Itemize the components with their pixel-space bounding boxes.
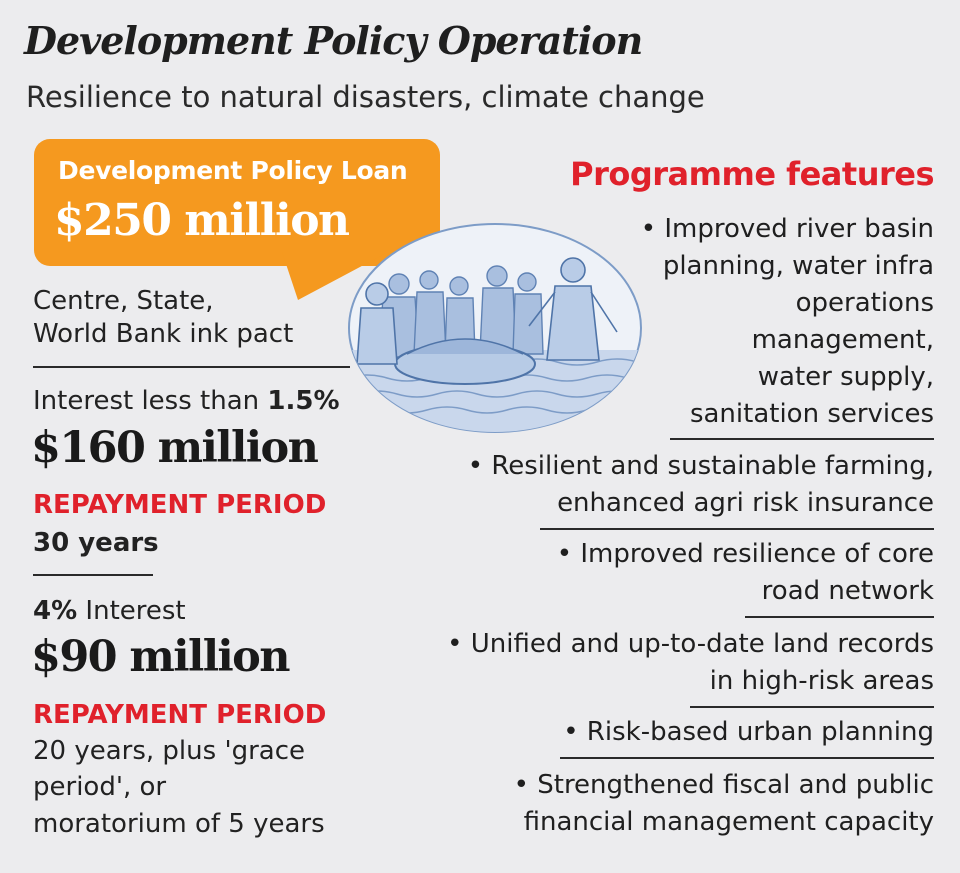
feature-line: sanitation services [689, 399, 934, 429]
feature-divider [745, 616, 934, 618]
feature-line: road network [761, 576, 934, 606]
tranche1-interest-rate: 1.5% [267, 386, 340, 416]
pact-text-line1: Centre, State, [33, 286, 214, 316]
pact-text-line2: World Bank ink pact [33, 319, 294, 349]
tranche2-repayment-line3: moratorium of 5 years [33, 809, 325, 839]
feature-item: • Risk-based urban planning [563, 714, 934, 751]
feature-line: in high-risk areas [709, 666, 934, 696]
tranche2-repayment-label: REPAYMENT PERIOD [33, 700, 327, 730]
feature-divider [560, 757, 934, 759]
tranche1-interest-prefix: Interest less than [33, 386, 268, 416]
feature-item: • Improved resilience of core road netwo… [557, 536, 934, 610]
tranche2-interest-suffix: Interest [77, 596, 186, 626]
feature-item: • Unified and up-to-date land records in… [447, 626, 934, 700]
loan-speech-bubble [34, 139, 440, 266]
loan-label: Development Policy Loan [58, 156, 408, 185]
tranche2-interest-rate: 4% [33, 596, 78, 626]
feature-divider [690, 706, 934, 708]
page-subtitle: Resilience to natural disasters, climate… [26, 80, 705, 114]
tranche2-interest: 4% Interest [33, 596, 186, 626]
tranche2-repayment-line1: 20 years, plus 'grace [33, 736, 306, 766]
feature-line: • Unified and up-to-date land records [447, 629, 934, 659]
tranche1-repayment-label: REPAYMENT PERIOD [33, 490, 327, 520]
tranche2-amount: $90 million [31, 632, 291, 682]
feature-line: • Strengthened fiscal and public [513, 770, 934, 800]
divider-short [33, 574, 153, 576]
divider [33, 366, 350, 368]
tranche1-interest: Interest less than 1.5% [33, 386, 340, 416]
feature-item: • Resilient and sustainable farming, enh… [468, 448, 934, 522]
tranche1-repayment-value: 30 years [33, 528, 159, 558]
page-title: Development Policy Operation [24, 18, 643, 63]
feature-divider [540, 528, 934, 530]
tranche2-repayment-line2: period', or [33, 772, 167, 802]
feature-line: management, [751, 325, 934, 355]
feature-item: • Improved river basin planning, water i… [641, 211, 934, 433]
features-title: Programme features [570, 155, 934, 193]
feature-line: • Improved resilience of core [556, 539, 934, 569]
feature-line: water supply, [757, 362, 934, 392]
tranche1-amount: $160 million [31, 423, 319, 473]
feature-line: enhanced agri risk insurance [557, 488, 934, 518]
feature-line: • Risk-based urban planning [563, 717, 934, 747]
feature-item: • Strengthened fiscal and public financi… [514, 767, 934, 841]
feature-line: • Resilient and sustainable farming, [467, 451, 934, 481]
flood-rescue-illustration [348, 223, 642, 433]
feature-line: • Improved river basin [640, 214, 934, 244]
feature-line: planning, water infra [662, 251, 934, 281]
feature-divider [670, 438, 934, 440]
feature-line: operations [795, 288, 934, 318]
feature-line: financial management capacity [523, 807, 934, 837]
loan-amount: $250 million [54, 195, 350, 246]
